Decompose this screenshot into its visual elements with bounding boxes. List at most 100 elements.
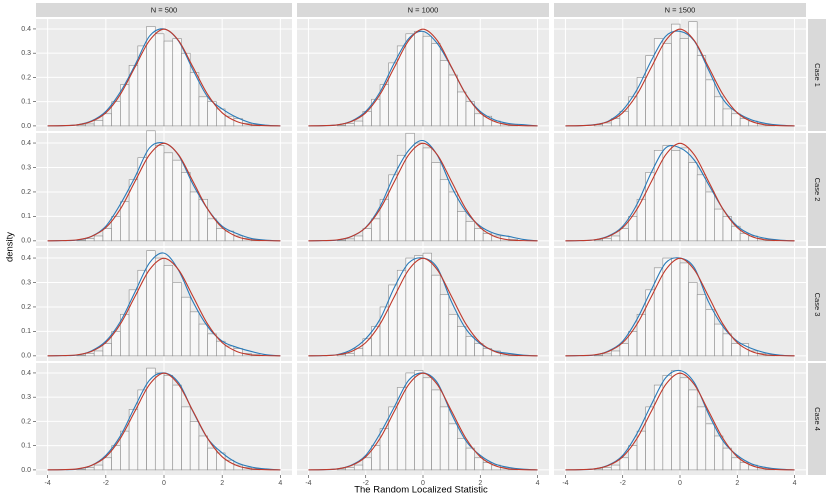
histogram-bar [93, 350, 104, 357]
histogram-bar [705, 309, 715, 357]
histogram-bar [688, 21, 698, 127]
histogram-bar [198, 435, 208, 471]
histogram-bar [679, 262, 689, 357]
facet-label: N = 1000 [408, 5, 439, 14]
histogram-bar [636, 313, 646, 357]
histogram-bar [388, 284, 398, 357]
normal-curve [47, 28, 281, 127]
histogram-bar [696, 55, 707, 127]
y-tick-label: 0.0 [21, 353, 31, 360]
histogram-bar [474, 457, 484, 471]
histogram-bar [163, 375, 174, 471]
y-tick-label: 0.3 [21, 50, 31, 57]
histogram-bar [146, 26, 156, 127]
histogram-bar [439, 60, 450, 127]
normal-curve [308, 372, 538, 471]
histogram-bar [457, 211, 467, 242]
histogram-bar [714, 323, 724, 357]
histogram-bar [102, 228, 112, 242]
histogram-bar [722, 333, 732, 357]
histogram-bar [172, 159, 182, 242]
histogram-bar [198, 96, 208, 127]
histogram-bar [154, 372, 165, 471]
normal-curve [47, 142, 281, 242]
histogram-bar [414, 370, 424, 471]
y-tick-label: 0.4 [21, 26, 31, 33]
histogram-bar [414, 31, 424, 127]
y-tick-label: 0.1 [21, 443, 31, 450]
histogram-bar [619, 228, 629, 242]
histogram-bar [688, 282, 698, 357]
histogram-bar [439, 294, 450, 357]
normal-curve [565, 257, 795, 357]
histogram-bar [353, 120, 364, 127]
histogram-bar [379, 306, 389, 357]
histogram-bar [422, 35, 432, 127]
histogram-bar [671, 370, 681, 471]
histogram-bar [102, 113, 112, 127]
y-tick-label: 0.3 [21, 394, 31, 401]
histogram-bar [448, 191, 458, 242]
histogram-bar [189, 72, 200, 127]
histogram-bar [396, 387, 407, 471]
histogram-bar [645, 406, 655, 471]
y-tick-label: 0.4 [21, 140, 31, 147]
histogram-bar [345, 123, 355, 127]
histogram-bar [362, 228, 372, 242]
histogram-bar [448, 313, 458, 357]
histogram-bar [431, 43, 441, 127]
histogram-bar [189, 311, 200, 357]
x-tick-label: 0 [678, 480, 682, 487]
histogram-bar [163, 152, 174, 242]
histogram-bar [379, 198, 389, 242]
histogram-bar [128, 409, 139, 471]
histogram-bar [731, 457, 741, 471]
histogram-bar [207, 333, 217, 357]
histogram-bar [457, 326, 467, 357]
x-tick-label: -2 [363, 480, 369, 487]
y-tick-label: 0.3 [21, 164, 31, 171]
histogram-bar [198, 323, 208, 357]
histogram-bar [93, 120, 104, 127]
normal-curve [565, 28, 795, 127]
histogram-bar [154, 33, 165, 127]
histogram-bar [345, 238, 355, 242]
histogram-bar [379, 84, 389, 127]
y-tick-label: 0.0 [21, 238, 31, 245]
x-tick-label: -2 [620, 480, 626, 487]
histogram-bar [696, 174, 707, 242]
histogram-bar [696, 294, 707, 357]
x-tick-label: -4 [562, 480, 568, 487]
histogram-bar [705, 191, 715, 242]
facet-strip [808, 363, 826, 475]
histogram-bar [379, 428, 389, 471]
histogram-bar [448, 423, 458, 471]
x-tick-label: 2 [735, 480, 739, 487]
facet-label: Case 4 [813, 407, 822, 431]
facet-label: Case 3 [813, 293, 822, 317]
histogram-bar [619, 457, 629, 471]
histogram-bar [722, 108, 732, 127]
histogram-bar [85, 238, 95, 242]
histogram-bar [610, 464, 621, 471]
x-tick-label: -4 [45, 480, 51, 487]
histogram-bar [602, 467, 612, 471]
histogram-bar [422, 252, 432, 357]
histogram-bar [154, 145, 165, 242]
x-tick-label: 0 [421, 480, 425, 487]
histogram-bar [422, 147, 432, 242]
facet-strip [808, 248, 826, 361]
histogram-bar [102, 457, 112, 471]
y-tick-label: 0.2 [21, 189, 31, 196]
y-axis-title: density [5, 232, 16, 262]
y-tick-label: 0.2 [21, 74, 31, 81]
histogram-bar [619, 343, 629, 357]
facet-label: N = 500 [151, 5, 177, 14]
histogram-bar [216, 228, 226, 242]
histogram-bar [602, 353, 612, 357]
y-tick-label: 0.1 [21, 213, 31, 220]
histogram-bar [93, 464, 104, 471]
histogram-bar [181, 52, 191, 127]
histogram-bar [474, 113, 484, 127]
x-tick-label: 2 [478, 480, 482, 487]
